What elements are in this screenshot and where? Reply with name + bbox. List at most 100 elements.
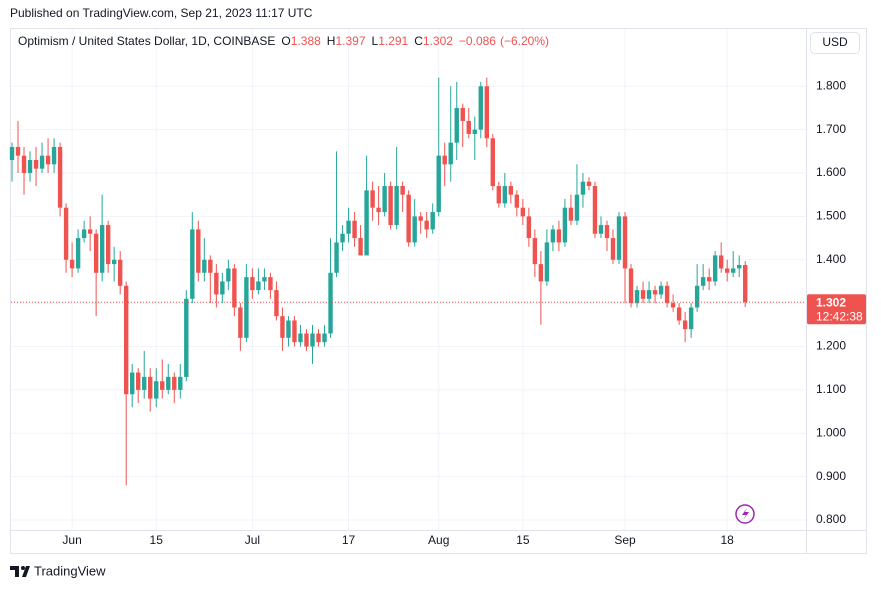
countdown: 12:42:38 xyxy=(816,309,863,323)
candle-body xyxy=(292,320,297,343)
candle-body xyxy=(262,277,267,282)
candle-body xyxy=(502,186,508,204)
publish-line: Published on TradingView.com, Sep 21, 20… xyxy=(10,6,313,20)
candle-body xyxy=(184,298,189,377)
candle-body xyxy=(105,225,111,265)
y-tick-label: 1.200 xyxy=(816,339,846,353)
candle-body xyxy=(57,146,63,208)
candle-body xyxy=(544,242,550,282)
candle-body xyxy=(340,233,345,243)
candle-body xyxy=(472,129,477,134)
candle-body xyxy=(51,146,57,165)
candle-body xyxy=(562,207,568,243)
candle-body xyxy=(232,268,237,308)
candle-body xyxy=(190,229,195,299)
candle-body xyxy=(406,194,411,243)
y-tick-label: 1.600 xyxy=(816,165,846,179)
candle-body xyxy=(526,216,532,239)
candle-body xyxy=(388,186,393,226)
candle-body xyxy=(286,320,291,338)
candle-body xyxy=(310,333,315,347)
candle-body xyxy=(63,207,69,260)
ohlc-value: 1.302 xyxy=(423,34,453,48)
candle-body xyxy=(166,376,171,390)
candle-body xyxy=(724,268,730,273)
candle-body xyxy=(743,264,748,303)
ohlc-value: 1.397 xyxy=(335,34,365,48)
candle-body xyxy=(69,259,75,269)
candle-body xyxy=(148,376,153,399)
candle-body xyxy=(328,272,333,334)
ohlc-label: O xyxy=(281,34,290,48)
candle-body xyxy=(634,290,640,304)
candle-body xyxy=(123,285,129,395)
candle-body xyxy=(412,216,417,243)
candle-body xyxy=(418,216,423,221)
y-tick-label: 1.100 xyxy=(816,382,846,396)
candle-body xyxy=(598,225,604,234)
last-price-tag xyxy=(807,294,866,325)
candle-body xyxy=(382,186,387,213)
candle-body xyxy=(514,194,520,208)
candle-body xyxy=(628,268,634,304)
candle-body xyxy=(111,259,117,265)
candle-body xyxy=(75,238,81,269)
currency-button[interactable] xyxy=(810,32,860,54)
symbol-title: Optimism / United States Dollar, 1D, COI… xyxy=(18,34,275,48)
candle-body xyxy=(394,186,399,226)
brand-name: TradingView xyxy=(34,563,106,578)
candle-body xyxy=(484,86,489,139)
candle-body xyxy=(334,242,339,273)
ohlc-label: H xyxy=(327,34,336,48)
x-tick-label: 18 xyxy=(721,533,735,547)
candle-body xyxy=(358,238,363,256)
candle-body xyxy=(574,194,580,221)
plot: 0.8000.9001.0001.1001.2001.3001.4001.500… xyxy=(9,29,846,547)
candle-body xyxy=(202,259,207,273)
x-tick-label: 15 xyxy=(516,533,530,547)
candle-body xyxy=(214,272,219,295)
candle-body xyxy=(592,186,598,234)
candle-body xyxy=(448,142,453,165)
events-icon[interactable] xyxy=(735,504,755,524)
candle-body xyxy=(298,333,303,343)
change-pct: (−6.20%) xyxy=(500,34,549,48)
candle-body xyxy=(694,285,700,308)
candle-body xyxy=(268,277,273,291)
candle-body xyxy=(208,259,213,273)
candle-body xyxy=(99,225,105,273)
x-tick-label: Aug xyxy=(428,533,449,547)
candle-body xyxy=(15,146,21,156)
candle-body xyxy=(658,285,664,295)
candle-body xyxy=(142,376,147,390)
candle-body xyxy=(430,212,435,230)
candle-body xyxy=(346,220,351,234)
candle-body xyxy=(87,229,93,234)
candle-body xyxy=(616,216,622,260)
x-tick-label: 17 xyxy=(342,533,356,547)
candle-body xyxy=(688,307,694,330)
candle-body xyxy=(670,303,676,308)
candle-body xyxy=(520,207,526,217)
candle-body xyxy=(322,333,327,343)
candle-body xyxy=(136,372,141,390)
y-tick-label: 1.700 xyxy=(816,122,846,136)
candle-body xyxy=(226,268,231,282)
candle-body xyxy=(490,138,495,187)
candle-body xyxy=(178,376,183,390)
candle-body xyxy=(274,290,279,317)
ohlc-value: 1.291 xyxy=(378,34,408,48)
candle-body xyxy=(731,268,736,273)
candle-body xyxy=(45,155,51,165)
chart-frame xyxy=(10,28,867,554)
candle-body xyxy=(370,190,375,208)
candle-body xyxy=(676,307,682,321)
candle-body xyxy=(737,264,742,269)
candle-body xyxy=(478,86,483,130)
candle-body xyxy=(154,381,159,399)
candle-body xyxy=(27,159,33,174)
candle-body xyxy=(352,220,357,239)
candle-body xyxy=(712,255,718,282)
currency[interactable]: USD xyxy=(822,35,848,49)
